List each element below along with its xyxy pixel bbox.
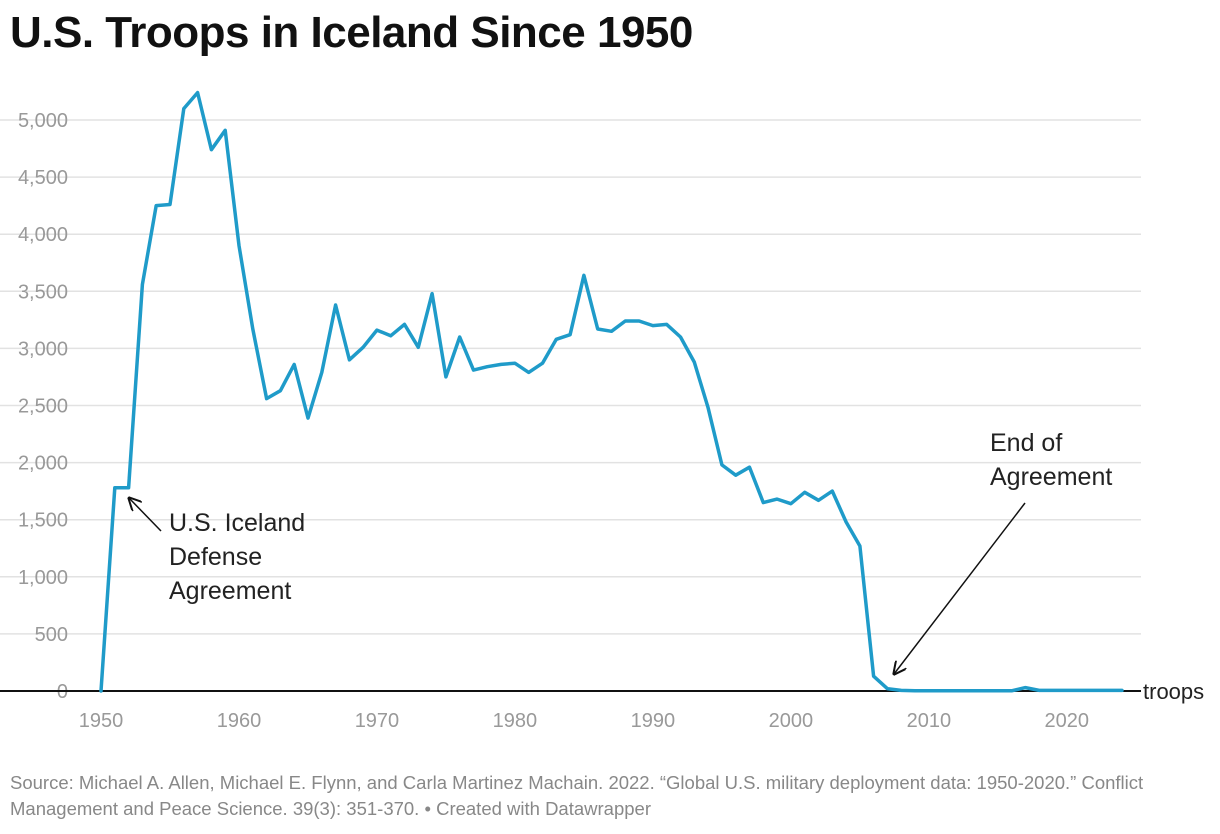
y-tick-label: 4,500	[18, 167, 68, 189]
x-tick-label: 2000	[769, 710, 814, 732]
y-tick-label: 3,500	[18, 281, 68, 303]
y-tick-label: 500	[35, 624, 68, 646]
x-axis-ticks: 1950 1960 1970 1980 1990 2000 2010 2020	[79, 710, 1089, 732]
y-tick-label: 1,000	[18, 567, 68, 589]
y-tick-label: 4,000	[18, 224, 68, 246]
annotation-text: Agreement	[990, 463, 1112, 491]
y-tick-label: 2,500	[18, 396, 68, 418]
x-tick-label: 1970	[355, 710, 400, 732]
x-tick-label: 1960	[217, 710, 262, 732]
line-chart: 05001,0001,5002,0002,5003,0003,5004,0004…	[0, 90, 1204, 732]
annotation-text: U.S. Iceland	[169, 509, 305, 537]
chart-title: U.S. Troops in Iceland Since 1950	[10, 8, 693, 57]
y-tick-label: 5,000	[18, 110, 68, 132]
series-line-troops	[99, 90, 1124, 693]
y-tick-label: 3,000	[18, 338, 68, 360]
annotation-text: Agreement	[169, 577, 291, 605]
x-tick-label: 1980	[493, 710, 538, 732]
x-tick-label: 2020	[1045, 710, 1090, 732]
annotation-arrow	[894, 502, 1026, 674]
unit-label: troops	[1143, 679, 1204, 704]
x-tick-label: 1990	[631, 710, 676, 732]
annotation-text: End of	[990, 429, 1062, 457]
x-tick-label: 1950	[79, 710, 124, 732]
y-tick-label: 2,000	[18, 453, 68, 475]
gridlines	[0, 119, 1141, 635]
annotation-text: Defense	[169, 543, 262, 571]
x-tick-label: 2010	[907, 710, 952, 732]
source-note: Source: Michael A. Allen, Michael E. Fly…	[10, 772, 1144, 819]
annotation-arrow	[129, 498, 162, 532]
y-axis-ticks: 05001,0001,5002,0002,5003,0003,5004,0004…	[18, 110, 68, 703]
annotations: U.S. Iceland Defense Agreement End of Agreem…	[129, 429, 1112, 674]
y-tick-label: 1,500	[18, 510, 68, 532]
